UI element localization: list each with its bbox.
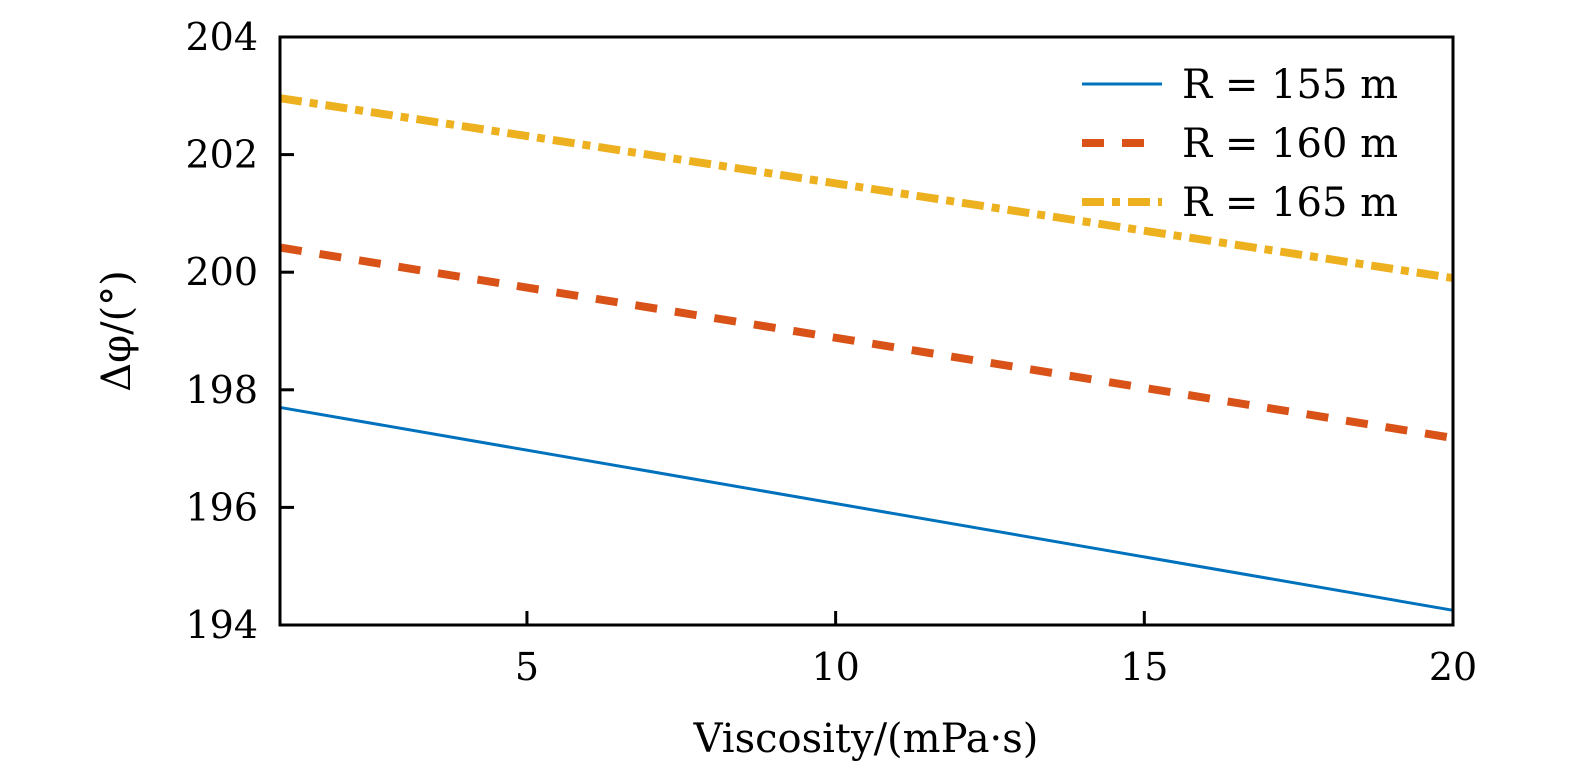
x-axis-label: Viscosity/(mPa·s) (693, 716, 1039, 762)
y-tick-label: 202 (185, 133, 258, 177)
x-tick-label: 20 (1429, 645, 1477, 689)
series-layer (279, 94, 1454, 612)
y-tick-label: 196 (185, 485, 258, 529)
plot-frame (278, 35, 1455, 627)
legend: R = 155 m R = 160 m R = 165 m (1082, 62, 1398, 226)
series-line-1 (279, 405, 1454, 612)
x-tick-label: 5 (515, 645, 539, 689)
y-tick-label: 198 (185, 368, 258, 412)
x-tick-label: 10 (811, 645, 859, 689)
y-tick-label: 204 (185, 15, 258, 59)
y-tick-label: 200 (185, 250, 258, 294)
legend-label-3: R = 165 m (1182, 180, 1398, 226)
series-line-2 (279, 243, 1454, 442)
y-axis-label: Δφ/(°) (94, 270, 140, 392)
series-line-3 (279, 94, 1454, 283)
ticks-layer: 5 10 15 20 194 196 198 200 202 204 (185, 15, 1477, 689)
y-tick-label: 194 (185, 603, 258, 647)
x-tick-label: 15 (1120, 645, 1168, 689)
legend-label-2: R = 160 m (1182, 121, 1398, 167)
legend-label-1: R = 155 m (1182, 62, 1398, 108)
